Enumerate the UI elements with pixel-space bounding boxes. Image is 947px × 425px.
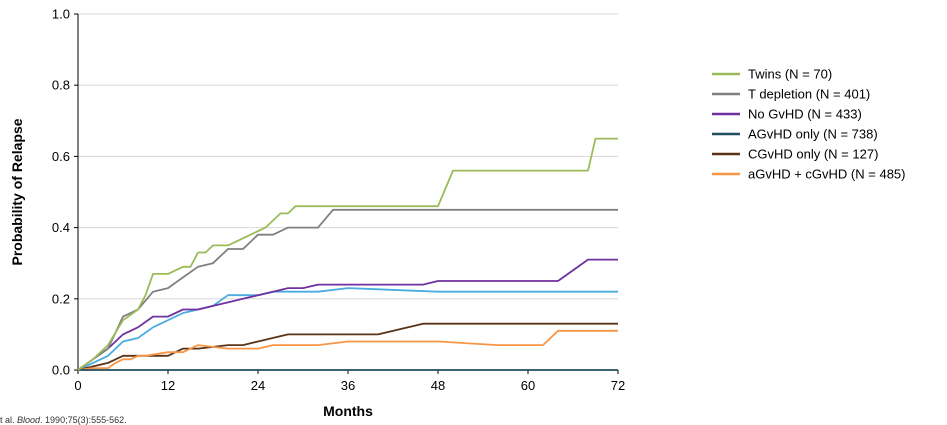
source-journal: Blood (17, 415, 41, 425)
x-ticks: 0 12 24 36 48 60 72 (74, 370, 625, 393)
x-tick-label: 60 (521, 378, 535, 393)
source-citation: t al. Blood. 1990;75(3):555-562. (0, 415, 127, 425)
y-axis-title: Probability of Relapse (9, 118, 25, 265)
series-line-0 (77, 137, 618, 371)
series-line-2 (77, 258, 618, 371)
legend-label: T depletion (N = 401) (748, 87, 870, 102)
y-tick-label: 1.0 (52, 7, 70, 22)
y-tick-label: 0.8 (52, 78, 70, 93)
legend-label: Twins (N = 70) (748, 67, 832, 82)
legend-label: AGvHD only (N = 738) (748, 127, 878, 142)
series-line-1 (77, 208, 618, 371)
series-lines (77, 137, 618, 371)
x-axis-title: Months (323, 403, 373, 419)
gridlines (78, 13, 618, 300)
x-tick-label: 24 (251, 378, 265, 393)
legend-label: CGvHD only (N = 127) (748, 147, 878, 162)
x-tick-label: 72 (611, 378, 625, 393)
x-tick-label: 12 (161, 378, 175, 393)
series-line-5 (77, 329, 618, 371)
source-suffix: . 1990;75(3):555-562. (40, 415, 127, 425)
legend: Twins (N = 70) T depletion (N = 401) No Gv… (712, 67, 906, 182)
x-tick-label: 0 (74, 378, 81, 393)
legend-label: No GvHD (N = 433) (748, 107, 862, 122)
series-line-6 (77, 287, 618, 371)
y-tick-label: 0.4 (52, 220, 70, 235)
x-tick-label: 48 (431, 378, 445, 393)
series-line-4 (77, 322, 618, 371)
source-prefix: t al. (0, 415, 17, 425)
y-tick-label: 0.0 (52, 363, 70, 378)
y-ticks: 0.0 0.2 0.4 0.6 0.8 1.0 (52, 7, 78, 378)
x-tick-label: 36 (341, 378, 355, 393)
legend-label: aGvHD + cGvHD (N = 485) (748, 167, 906, 182)
y-tick-label: 0.6 (52, 149, 70, 164)
y-tick-label: 0.2 (52, 291, 70, 306)
